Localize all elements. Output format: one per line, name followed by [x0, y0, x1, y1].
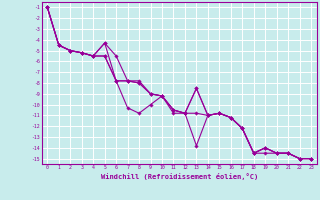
X-axis label: Windchill (Refroidissement éolien,°C): Windchill (Refroidissement éolien,°C)	[100, 173, 258, 180]
